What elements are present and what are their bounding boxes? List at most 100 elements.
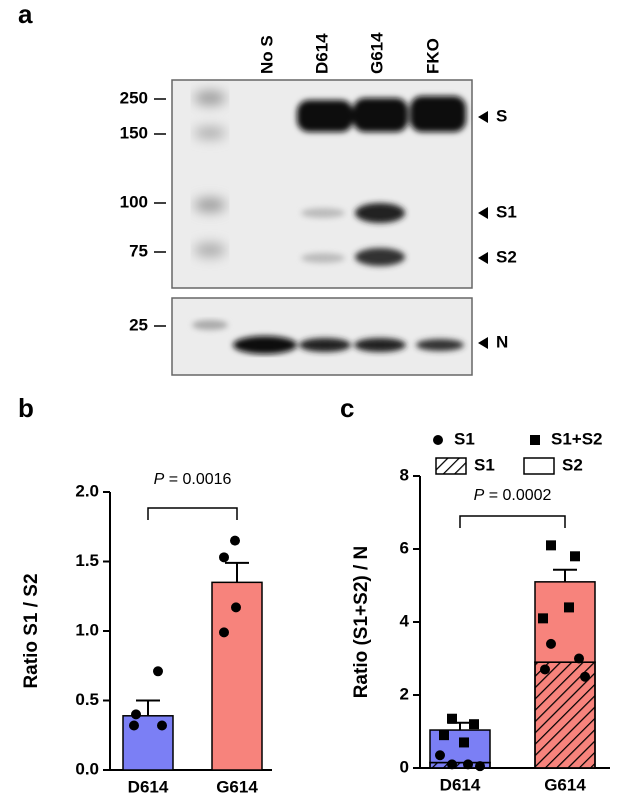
x-tick-label: G614 bbox=[544, 775, 586, 794]
y-tick-label: 1.0 bbox=[75, 620, 99, 639]
legend-label: S1 bbox=[474, 455, 495, 474]
band-s1 bbox=[301, 208, 345, 218]
y-tick-label: 0.0 bbox=[75, 759, 99, 778]
marker-label: 150 bbox=[120, 123, 148, 142]
point-square bbox=[439, 730, 449, 741]
band-n bbox=[416, 339, 464, 351]
point-circle bbox=[153, 666, 163, 677]
y-tick-label: 2.0 bbox=[75, 481, 99, 500]
p-text: = 0.0002 bbox=[489, 487, 552, 504]
point-square bbox=[546, 540, 556, 551]
y-tick-label: 0 bbox=[400, 757, 409, 776]
band-s2 bbox=[355, 248, 405, 266]
point-circle bbox=[219, 627, 229, 638]
marker-label: 100 bbox=[120, 192, 148, 211]
y-tick-label: 4 bbox=[400, 611, 410, 630]
point-square bbox=[447, 713, 457, 724]
y-axis-label: Ratio S1 / S2 bbox=[21, 573, 42, 688]
legend-circle bbox=[433, 435, 443, 445]
point-square bbox=[538, 613, 548, 624]
band-s bbox=[353, 98, 408, 132]
point-circle bbox=[231, 602, 241, 613]
band-n bbox=[233, 336, 297, 354]
point-circle bbox=[574, 653, 584, 664]
band-arrow bbox=[478, 252, 488, 264]
bracket bbox=[147, 507, 238, 520]
bands-n bbox=[192, 320, 464, 354]
point-circle bbox=[230, 535, 240, 546]
band-arrow bbox=[478, 337, 488, 349]
y-tick-label: 0.5 bbox=[75, 690, 99, 709]
band-n bbox=[354, 338, 406, 352]
ladder-band bbox=[194, 243, 226, 257]
p-text: = 0.0016 bbox=[169, 471, 232, 488]
legend-label: S2 bbox=[562, 455, 583, 474]
ladder-band bbox=[194, 198, 226, 212]
point-circle bbox=[475, 761, 485, 772]
legend-box bbox=[435, 457, 467, 475]
lane-label: No S bbox=[257, 35, 276, 74]
point-circle bbox=[540, 664, 550, 675]
y-tick-label: 2 bbox=[400, 684, 409, 703]
point-square bbox=[459, 737, 469, 748]
band-n bbox=[299, 338, 351, 352]
point-circle bbox=[546, 638, 556, 649]
x-tick-label: D614 bbox=[128, 777, 169, 796]
point-circle bbox=[447, 759, 457, 770]
band-s bbox=[297, 100, 353, 132]
band-arrow bbox=[478, 207, 488, 219]
point-circle bbox=[463, 759, 473, 770]
point-circle bbox=[131, 709, 141, 720]
panel-label: b bbox=[18, 393, 34, 423]
point-square bbox=[570, 551, 580, 562]
band-s bbox=[410, 96, 466, 132]
y-axis-label: Ratio (S1+S2) / N bbox=[351, 546, 372, 699]
ladder-band bbox=[194, 127, 226, 139]
p-symbol: P bbox=[474, 487, 485, 504]
marker-label: 25 bbox=[129, 315, 148, 334]
x-tick-label: D614 bbox=[440, 775, 481, 794]
bands bbox=[297, 96, 466, 266]
p-value: P = 0.0016 bbox=[154, 471, 232, 488]
blot-lower bbox=[171, 297, 473, 376]
legend-square bbox=[530, 435, 540, 445]
x-tick-label: G614 bbox=[216, 777, 258, 796]
p-symbol: P bbox=[154, 471, 165, 488]
p-value: P = 0.0002 bbox=[474, 487, 552, 504]
legend-label: S1 bbox=[454, 429, 475, 448]
marker-label: 250 bbox=[120, 88, 148, 107]
point-circle bbox=[157, 720, 167, 731]
band-label: S bbox=[496, 106, 507, 125]
y-tick-label: 1.5 bbox=[75, 551, 99, 570]
bracket bbox=[459, 515, 566, 528]
ladder-band bbox=[194, 91, 226, 105]
panel-label: a bbox=[18, 0, 33, 29]
point-circle bbox=[219, 552, 229, 563]
point-circle bbox=[129, 720, 139, 731]
bar bbox=[211, 581, 263, 771]
lane-label: G614 bbox=[367, 32, 386, 74]
band-label: S2 bbox=[496, 247, 517, 266]
legend-box bbox=[523, 457, 555, 475]
band-label: S1 bbox=[496, 202, 517, 221]
band-label: N bbox=[496, 332, 508, 351]
point-circle bbox=[580, 671, 590, 682]
band-s2 bbox=[301, 253, 345, 263]
legend-label: S1+S2 bbox=[551, 429, 603, 448]
lane-label: FKO bbox=[423, 38, 442, 74]
point-circle bbox=[435, 750, 445, 761]
ladder bbox=[194, 91, 226, 257]
point-square bbox=[469, 719, 479, 730]
panel-label: c bbox=[340, 393, 354, 423]
y-tick-label: 6 bbox=[400, 538, 409, 557]
band-s1 bbox=[355, 203, 405, 223]
band-arrow bbox=[478, 111, 488, 123]
lane-label: D614 bbox=[312, 33, 331, 74]
y-tick-label: 8 bbox=[400, 465, 409, 484]
marker-label: 75 bbox=[129, 241, 148, 260]
point-square bbox=[564, 602, 574, 613]
ladder-band bbox=[192, 320, 228, 330]
